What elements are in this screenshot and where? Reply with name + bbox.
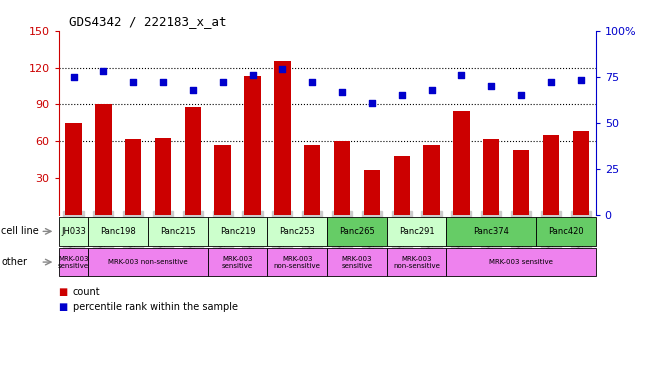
Point (546, 79, 556, 85)
Point (247, 72, 258, 78)
Text: Panc374: Panc374 (473, 227, 509, 236)
Point (396, 92, 407, 98)
Text: MRK-003 non-sensitive: MRK-003 non-sensitive (108, 259, 188, 265)
Bar (483, 139, 499, 215)
Bar (453, 111, 469, 215)
Point (98, 68, 109, 74)
Bar (65, 123, 82, 215)
Text: Panc291: Panc291 (399, 227, 434, 236)
Text: ■: ■ (59, 302, 68, 312)
Text: MRK-003
non-sensitive: MRK-003 non-sensitive (274, 256, 321, 268)
Text: Panc265: Panc265 (339, 227, 375, 236)
Text: MRK-003
sensitive: MRK-003 sensitive (58, 256, 89, 268)
Text: Panc215: Panc215 (160, 227, 196, 236)
Bar (543, 135, 559, 215)
Point (68, 74, 79, 80)
Text: cell line: cell line (1, 226, 39, 237)
Text: MRK-003 sensitive: MRK-003 sensitive (489, 259, 553, 265)
Text: Panc219: Panc219 (220, 227, 255, 236)
Point (158, 79, 168, 85)
Point (337, 88, 347, 94)
Text: MRK-003
sensitive: MRK-003 sensitive (341, 256, 372, 268)
Text: MRK-003
non-sensitive: MRK-003 non-sensitive (393, 256, 440, 268)
Bar (572, 131, 589, 215)
Text: GDS4342 / 222183_x_at: GDS4342 / 222183_x_at (69, 15, 227, 28)
Point (128, 79, 139, 85)
Point (516, 92, 526, 98)
Text: count: count (73, 287, 100, 297)
Bar (185, 107, 201, 215)
Bar (214, 145, 231, 215)
Text: other: other (1, 257, 27, 267)
Point (486, 83, 497, 89)
Bar (95, 104, 111, 215)
Bar (304, 145, 320, 215)
Bar (334, 141, 350, 215)
Bar (244, 76, 261, 215)
Point (367, 99, 377, 106)
Point (456, 72, 467, 78)
Point (217, 79, 228, 85)
Bar (513, 150, 529, 215)
Text: MRK-003
sensitive: MRK-003 sensitive (222, 256, 253, 268)
Bar (393, 156, 410, 215)
Text: Panc198: Panc198 (100, 227, 136, 236)
Text: Panc253: Panc253 (279, 227, 315, 236)
Bar (423, 145, 440, 215)
Bar (125, 139, 141, 215)
Point (277, 66, 288, 73)
Bar (155, 137, 171, 215)
Point (187, 87, 198, 93)
Text: JH033: JH033 (61, 227, 86, 236)
Point (307, 79, 318, 85)
Text: ■: ■ (59, 287, 68, 297)
Bar (274, 61, 290, 215)
Point (575, 78, 586, 84)
Text: Panc420: Panc420 (548, 227, 584, 236)
Text: percentile rank within the sample: percentile rank within the sample (73, 302, 238, 312)
Bar (364, 170, 380, 215)
Point (426, 87, 437, 93)
